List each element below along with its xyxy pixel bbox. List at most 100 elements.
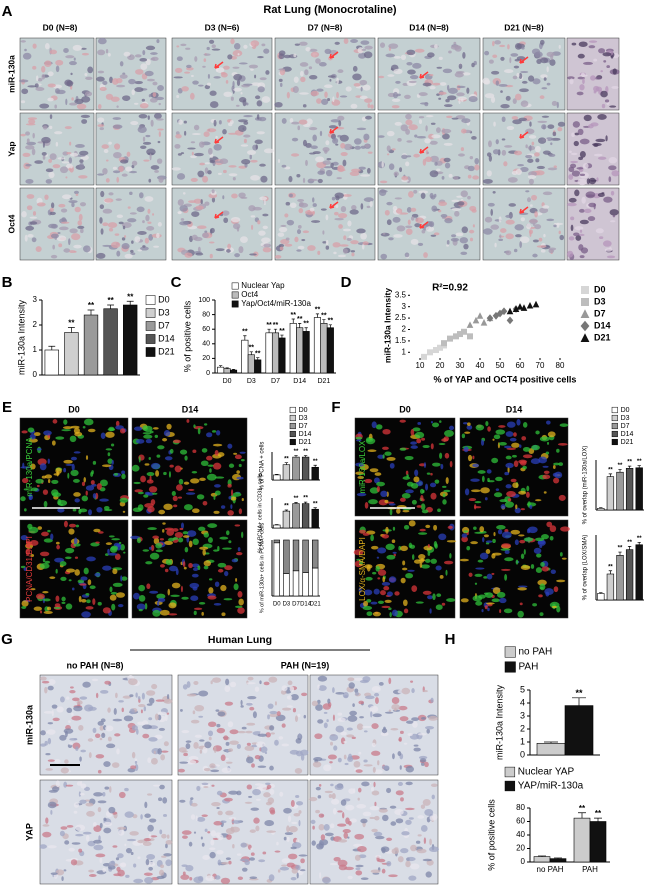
micrograph-texture (162, 522, 166, 525)
micrograph-texture (262, 225, 268, 230)
micrograph-texture (377, 858, 386, 863)
micrograph-texture (319, 872, 322, 879)
micrograph-texture (536, 245, 547, 248)
micrograph-texture (136, 206, 145, 213)
micrograph-texture (315, 58, 321, 64)
y-tick-label: 60 (516, 817, 525, 826)
micrograph-texture (54, 758, 61, 764)
micrograph-texture (416, 438, 422, 444)
micrograph-texture (189, 877, 193, 881)
micrograph-texture (141, 692, 145, 700)
micrograph-texture (118, 541, 122, 545)
micrograph-texture (149, 153, 152, 161)
micrograph-texture (186, 681, 191, 688)
micrograph-texture (512, 98, 517, 105)
micrograph-texture (550, 142, 553, 146)
micrograph-texture (432, 593, 436, 601)
micrograph-texture (534, 499, 542, 502)
micrograph-texture (439, 452, 443, 459)
micrograph-texture (319, 130, 323, 137)
micrograph-texture (427, 52, 435, 58)
legend-swatch (145, 347, 156, 357)
micrograph-texture (407, 569, 415, 572)
micrograph-texture (420, 804, 426, 809)
micrograph-texture (178, 478, 184, 485)
y-tick-label: 3 (520, 710, 525, 720)
micrograph-texture (192, 80, 199, 85)
micrograph-texture (207, 523, 218, 528)
micrograph-texture (197, 246, 201, 252)
micrograph-texture (116, 176, 120, 183)
micrograph-texture (346, 727, 353, 731)
micrograph-texture (308, 127, 318, 131)
micrograph-texture (107, 452, 111, 457)
micrograph-texture (145, 561, 153, 565)
micrograph-texture (162, 437, 168, 442)
micrograph-texture (229, 740, 239, 745)
micrograph-texture (185, 864, 194, 872)
micrograph-texture (156, 232, 160, 239)
micrograph-texture (508, 203, 516, 207)
micrograph-texture (396, 508, 401, 514)
significance-label: ** (627, 460, 632, 466)
micrograph-texture (119, 497, 129, 503)
micrograph-texture (167, 613, 178, 616)
micrograph-texture (249, 154, 252, 160)
micrograph-texture (121, 707, 124, 713)
micrograph-texture (423, 252, 428, 258)
legend-label: Nuclear Yap (241, 281, 285, 290)
micrograph-texture (557, 121, 566, 127)
micrograph-texture (425, 524, 431, 529)
micrograph-texture (471, 62, 475, 68)
micrograph-texture (337, 212, 348, 219)
micrograph-texture (330, 162, 334, 168)
significance-label: ** (255, 351, 261, 358)
legend-label: D21 (621, 439, 634, 446)
micrograph-texture (249, 857, 256, 861)
bar (606, 573, 615, 601)
micrograph-texture (27, 85, 37, 88)
error-bar (578, 812, 586, 819)
micrograph-texture (371, 545, 379, 550)
error-bar (328, 324, 332, 328)
micrograph-texture (460, 598, 469, 603)
micrograph-texture (538, 237, 543, 242)
micrograph-texture (380, 731, 389, 737)
micrograph-texture (27, 234, 34, 238)
micrograph-texture (311, 220, 321, 223)
micrograph-texture (583, 61, 593, 65)
micrograph-texture (143, 872, 153, 876)
row-label: LOX/α-SMA/DAPI (358, 537, 367, 601)
micrograph-texture (223, 598, 233, 601)
micrograph-texture (208, 241, 215, 244)
micrograph-texture (37, 77, 43, 82)
micrograph-texture (416, 848, 427, 854)
micrograph-texture (78, 724, 84, 731)
micrograph-texture (223, 65, 230, 70)
micrograph-texture (586, 194, 595, 198)
legend-swatch (145, 321, 156, 331)
micrograph-texture (386, 145, 391, 152)
micrograph-texture (165, 859, 172, 867)
micrograph-texture (354, 145, 361, 150)
micrograph-texture (124, 811, 134, 818)
micrograph-texture (221, 210, 230, 216)
micrograph-texture (184, 130, 187, 136)
micrograph-texture (113, 151, 122, 159)
micrograph-texture (371, 421, 377, 429)
micrograph-texture (423, 462, 427, 468)
micrograph-texture (388, 874, 398, 878)
x-tick-label: PAH (582, 865, 598, 874)
micrograph-texture (107, 736, 112, 742)
micrograph-texture (107, 427, 116, 432)
micrograph-texture (558, 44, 561, 49)
micrograph-texture (371, 742, 376, 748)
micrograph-texture (541, 124, 547, 130)
micrograph-texture (521, 436, 527, 441)
micrograph-texture (51, 709, 54, 717)
micrograph-texture (464, 431, 471, 434)
micrograph-texture (534, 152, 540, 157)
micrograph-texture (362, 241, 369, 246)
micrograph-texture (99, 217, 103, 224)
significance-label: ** (284, 456, 289, 462)
